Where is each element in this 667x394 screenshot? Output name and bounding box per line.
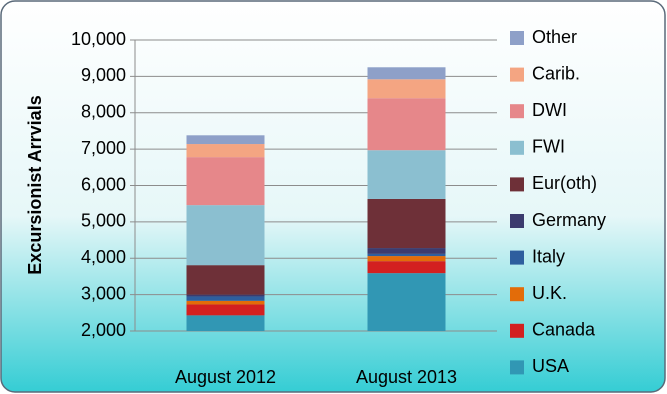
y-tick-label: 8,000 — [81, 102, 126, 122]
legend-swatch — [510, 250, 524, 265]
bar-segment — [367, 150, 446, 199]
bar-segment — [186, 294, 265, 297]
bar-segment — [367, 261, 446, 274]
y-tick-label: 6,000 — [81, 174, 126, 194]
legend-swatch — [510, 67, 524, 82]
legend-swatch — [510, 177, 524, 192]
bar-segment — [367, 98, 446, 151]
y-tick-label: 9,000 — [81, 65, 126, 85]
legend-swatch — [510, 323, 524, 338]
legend-label: DWI — [532, 100, 567, 120]
legend-label: Carib. — [532, 63, 580, 83]
bar-segment — [186, 296, 265, 301]
y-axis-label: Excursionist Arrvials — [25, 95, 45, 274]
bar-segment — [367, 248, 446, 254]
legend-label: USA — [532, 356, 569, 376]
legend-swatch — [510, 104, 524, 119]
x-tick-label: August 2012 — [175, 367, 276, 387]
legend-label: Italy — [532, 246, 565, 266]
bar-segment — [367, 256, 446, 262]
legend-swatch — [510, 360, 524, 375]
y-tick-label: 10,000 — [71, 29, 126, 49]
legend-label: Canada — [532, 320, 596, 340]
bar-segment — [186, 205, 265, 266]
y-tick-label: 2,000 — [81, 320, 126, 340]
bar-segment — [367, 273, 446, 331]
legend-swatch — [510, 287, 524, 302]
bar-segment — [367, 253, 446, 257]
bar-segment — [186, 144, 265, 158]
y-tick-label: 3,000 — [81, 283, 126, 303]
legend-label: Eur(oth) — [532, 173, 597, 193]
bar-segment — [186, 304, 265, 316]
bar-segment — [186, 265, 265, 295]
bar-segment — [367, 198, 446, 249]
legend-label: Other — [532, 27, 577, 47]
bar-segment — [367, 67, 446, 80]
bar-segment — [186, 157, 265, 206]
y-tick-label: 5,000 — [81, 211, 126, 231]
bar-segment — [367, 79, 446, 99]
legend-label: FWI — [532, 137, 565, 157]
bar-segment — [186, 300, 265, 305]
legend-label: U.K. — [532, 283, 567, 303]
legend-swatch — [510, 31, 524, 45]
x-tick-label: August 2013 — [356, 367, 457, 387]
legend-label: Germany — [532, 210, 606, 230]
bar-segment — [186, 315, 265, 331]
legend-swatch — [510, 214, 524, 228]
y-tick-label: 7,000 — [81, 138, 126, 158]
legend-swatch — [510, 140, 524, 155]
bar-segment — [186, 135, 265, 145]
y-tick-label: 4,000 — [81, 247, 126, 267]
